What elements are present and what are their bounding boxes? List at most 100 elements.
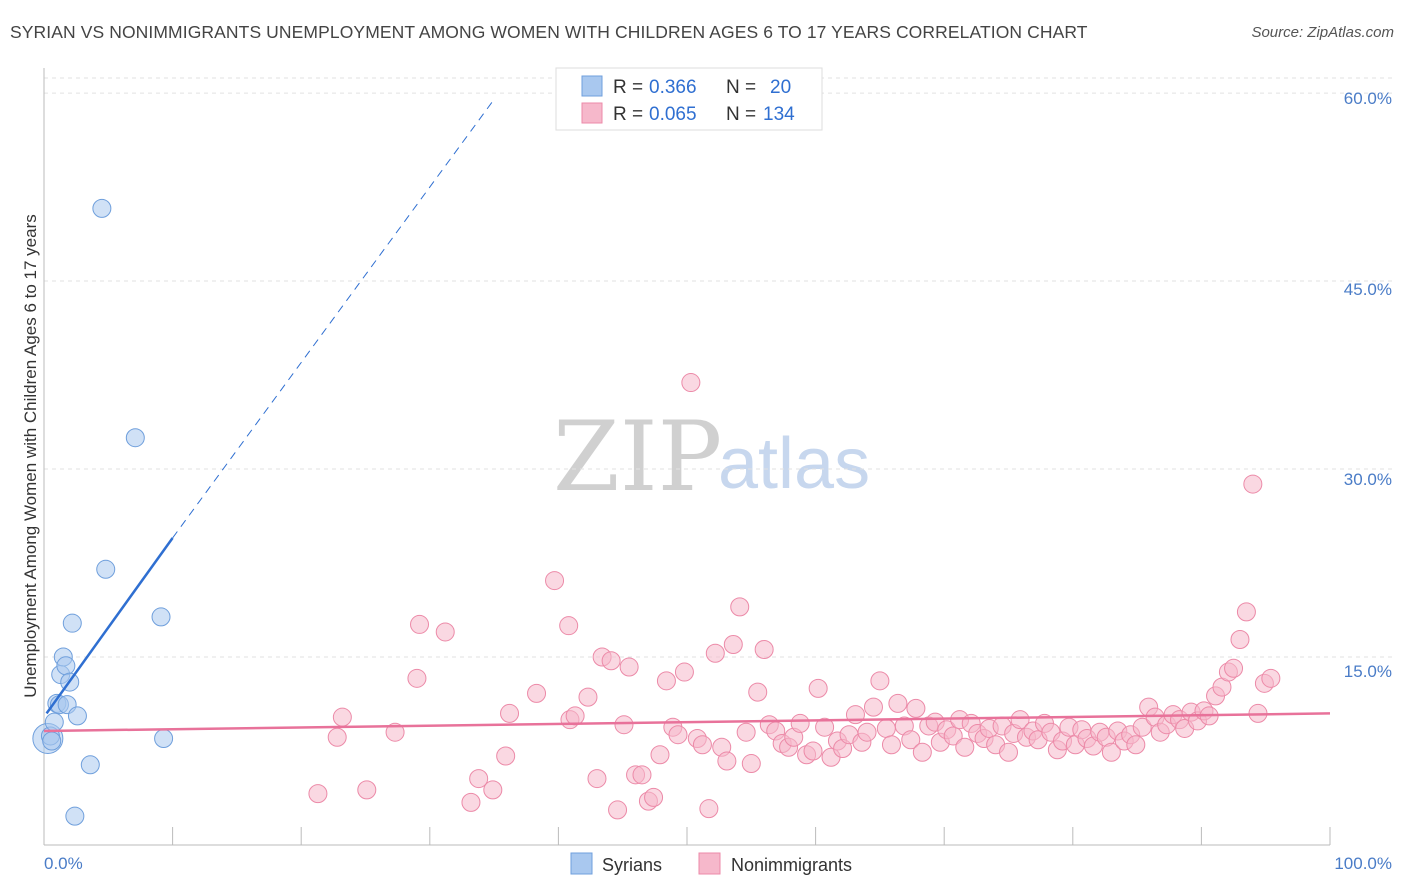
nonimmigrants-point-34 — [681, 373, 701, 393]
legend-nonimmigrants-r-label: R = — [613, 104, 643, 125]
syrians-point-12 — [65, 806, 85, 826]
nonimmigrants-point-43 — [736, 722, 756, 742]
nonimmigrants-point-72 — [912, 742, 932, 762]
nonimmigrants-point-28 — [644, 787, 664, 807]
correlation-legend: R = 0.366 N = 20 R = 0.065 N = 134 — [555, 67, 823, 131]
nonimmigrants-point-56 — [815, 717, 835, 737]
nonimmigrants-point-21 — [601, 651, 621, 671]
nonimmigrants-point-63 — [857, 722, 877, 742]
syrians-point-11 — [62, 613, 82, 633]
watermark-atlas: atlas — [718, 424, 870, 504]
syrians-trend-extension — [172, 99, 495, 539]
nonimmigrants-point-64 — [863, 697, 883, 717]
nonimmigrants-point-22 — [608, 800, 628, 820]
syrians-point-16 — [96, 559, 116, 579]
y-tick-label-30: 30.0% — [1344, 470, 1392, 489]
nonimmigrants-point-52 — [790, 713, 810, 733]
nonimmigrants-point-33 — [674, 662, 694, 682]
syrians-point-13 — [67, 706, 87, 726]
bottom-legend-syrians: Syrians — [602, 855, 662, 875]
nonimmigrants-point-3 — [357, 780, 377, 800]
nonimmigrants-point-126 — [1243, 474, 1263, 494]
nonimmigrants-point-86 — [999, 742, 1018, 762]
legend-syrians-r-label: R = — [613, 77, 643, 98]
legend-nonimmigrants-r-value: 0.065 — [649, 104, 697, 125]
nonimmigrants-point-123 — [1224, 658, 1244, 678]
nonimmigrants-point-46 — [754, 639, 774, 659]
nonimmigrants-point-24 — [619, 657, 639, 677]
chart-title: SYRIAN VS NONIMMIGRANTS UNEMPLOYMENT AMO… — [10, 22, 1088, 42]
nonimmigrants-point-29 — [650, 745, 670, 765]
nonimmigrants-point-54 — [803, 741, 823, 761]
y-tick-label-60: 60.0% — [1344, 89, 1392, 108]
nonimmigrants-point-40 — [717, 751, 737, 771]
nonimmigrants-point-129 — [1261, 668, 1281, 688]
x-axis-ticks — [43, 827, 1331, 845]
syrians-point-17 — [125, 428, 145, 448]
legend-syrians-r-value: 0.366 — [649, 77, 697, 98]
legend-syrians-n-label: N = — [726, 77, 756, 98]
y-tick-label-15: 15.0% — [1344, 662, 1392, 681]
nonimmigrants-point-66 — [876, 718, 896, 738]
bottom-legend-swatch-nonimmigrants — [698, 852, 721, 875]
nonimmigrants-point-14 — [545, 571, 565, 591]
nonimmigrants-point-124 — [1230, 629, 1250, 649]
nonimmigrants-point-6 — [410, 614, 430, 634]
nonimmigrants-point-108 — [1132, 717, 1152, 737]
syrians-trend-line — [45, 537, 174, 715]
syrians-point-8 — [56, 656, 76, 676]
nonimmigrants-point-5 — [407, 668, 427, 688]
nonimmigrants-points — [308, 373, 1281, 820]
nonimmigrants-point-42 — [730, 597, 750, 617]
nonimmigrants-point-44 — [741, 754, 761, 774]
nonimmigrants-point-30 — [656, 671, 676, 691]
bottom-legend-swatch-syrians — [570, 852, 593, 875]
syrians-point-19 — [154, 728, 174, 748]
x-tick-label-0: 0.0% — [44, 854, 83, 873]
syrians-point-3 — [44, 712, 64, 732]
series-legend: Syrians Nonimmigrants — [570, 852, 852, 875]
legend-syrians-n-value: 20 — [770, 77, 791, 98]
nonimmigrants-point-45 — [748, 682, 768, 702]
syrians-point-18 — [151, 607, 171, 627]
nonimmigrants-point-2 — [332, 707, 352, 727]
nonimmigrants-point-15 — [559, 616, 579, 636]
nonimmigrants-point-4 — [385, 722, 405, 742]
nonimmigrants-point-79 — [955, 737, 975, 757]
source-label: Source: ZipAtlas.com — [1251, 24, 1394, 41]
nonimmigrants-point-107 — [1126, 735, 1146, 755]
nonimmigrants-point-8 — [461, 792, 481, 812]
legend-swatch-nonimmigrants — [581, 102, 603, 124]
nonimmigrants-point-1 — [327, 727, 347, 747]
syrians-point-2 — [42, 731, 62, 751]
legend-nonimmigrants-n-label: N = — [726, 104, 756, 125]
syrians-point-14 — [80, 755, 100, 775]
gridlines — [44, 77, 1392, 658]
nonimmigrants-point-12 — [500, 703, 520, 723]
nonimmigrants-point-17 — [565, 706, 585, 726]
legend-nonimmigrants-n-value: 134 — [763, 104, 795, 125]
nonimmigrants-point-88 — [1010, 710, 1030, 730]
nonimmigrants-point-77 — [943, 726, 963, 746]
nonimmigrants-point-10 — [483, 780, 503, 800]
nonimmigrants-point-19 — [587, 769, 607, 789]
nonimmigrants-point-103 — [1101, 742, 1121, 762]
nonimmigrants-point-70 — [901, 730, 921, 750]
nonimmigrants-point-13 — [527, 683, 547, 703]
y-tick-label-45: 45.0% — [1344, 280, 1392, 299]
nonimmigrants-point-9 — [469, 769, 489, 789]
syrians-point-15 — [92, 198, 112, 218]
nonimmigrants-point-55 — [808, 678, 828, 698]
nonimmigrants-point-67 — [881, 735, 901, 755]
legend-swatch-syrians — [581, 75, 603, 97]
nonimmigrants-point-71 — [906, 698, 926, 718]
nonimmigrants-point-37 — [699, 799, 719, 819]
nonimmigrants-point-0 — [308, 784, 328, 804]
nonimmigrants-point-38 — [705, 643, 725, 663]
nonimmigrants-point-125 — [1236, 602, 1256, 622]
nonimmigrants-point-65 — [870, 671, 890, 691]
nonimmigrants-point-26 — [632, 765, 652, 785]
bottom-legend-nonimmigrants: Nonimmigrants — [731, 855, 852, 875]
nonimmigrants-point-32 — [668, 725, 688, 745]
